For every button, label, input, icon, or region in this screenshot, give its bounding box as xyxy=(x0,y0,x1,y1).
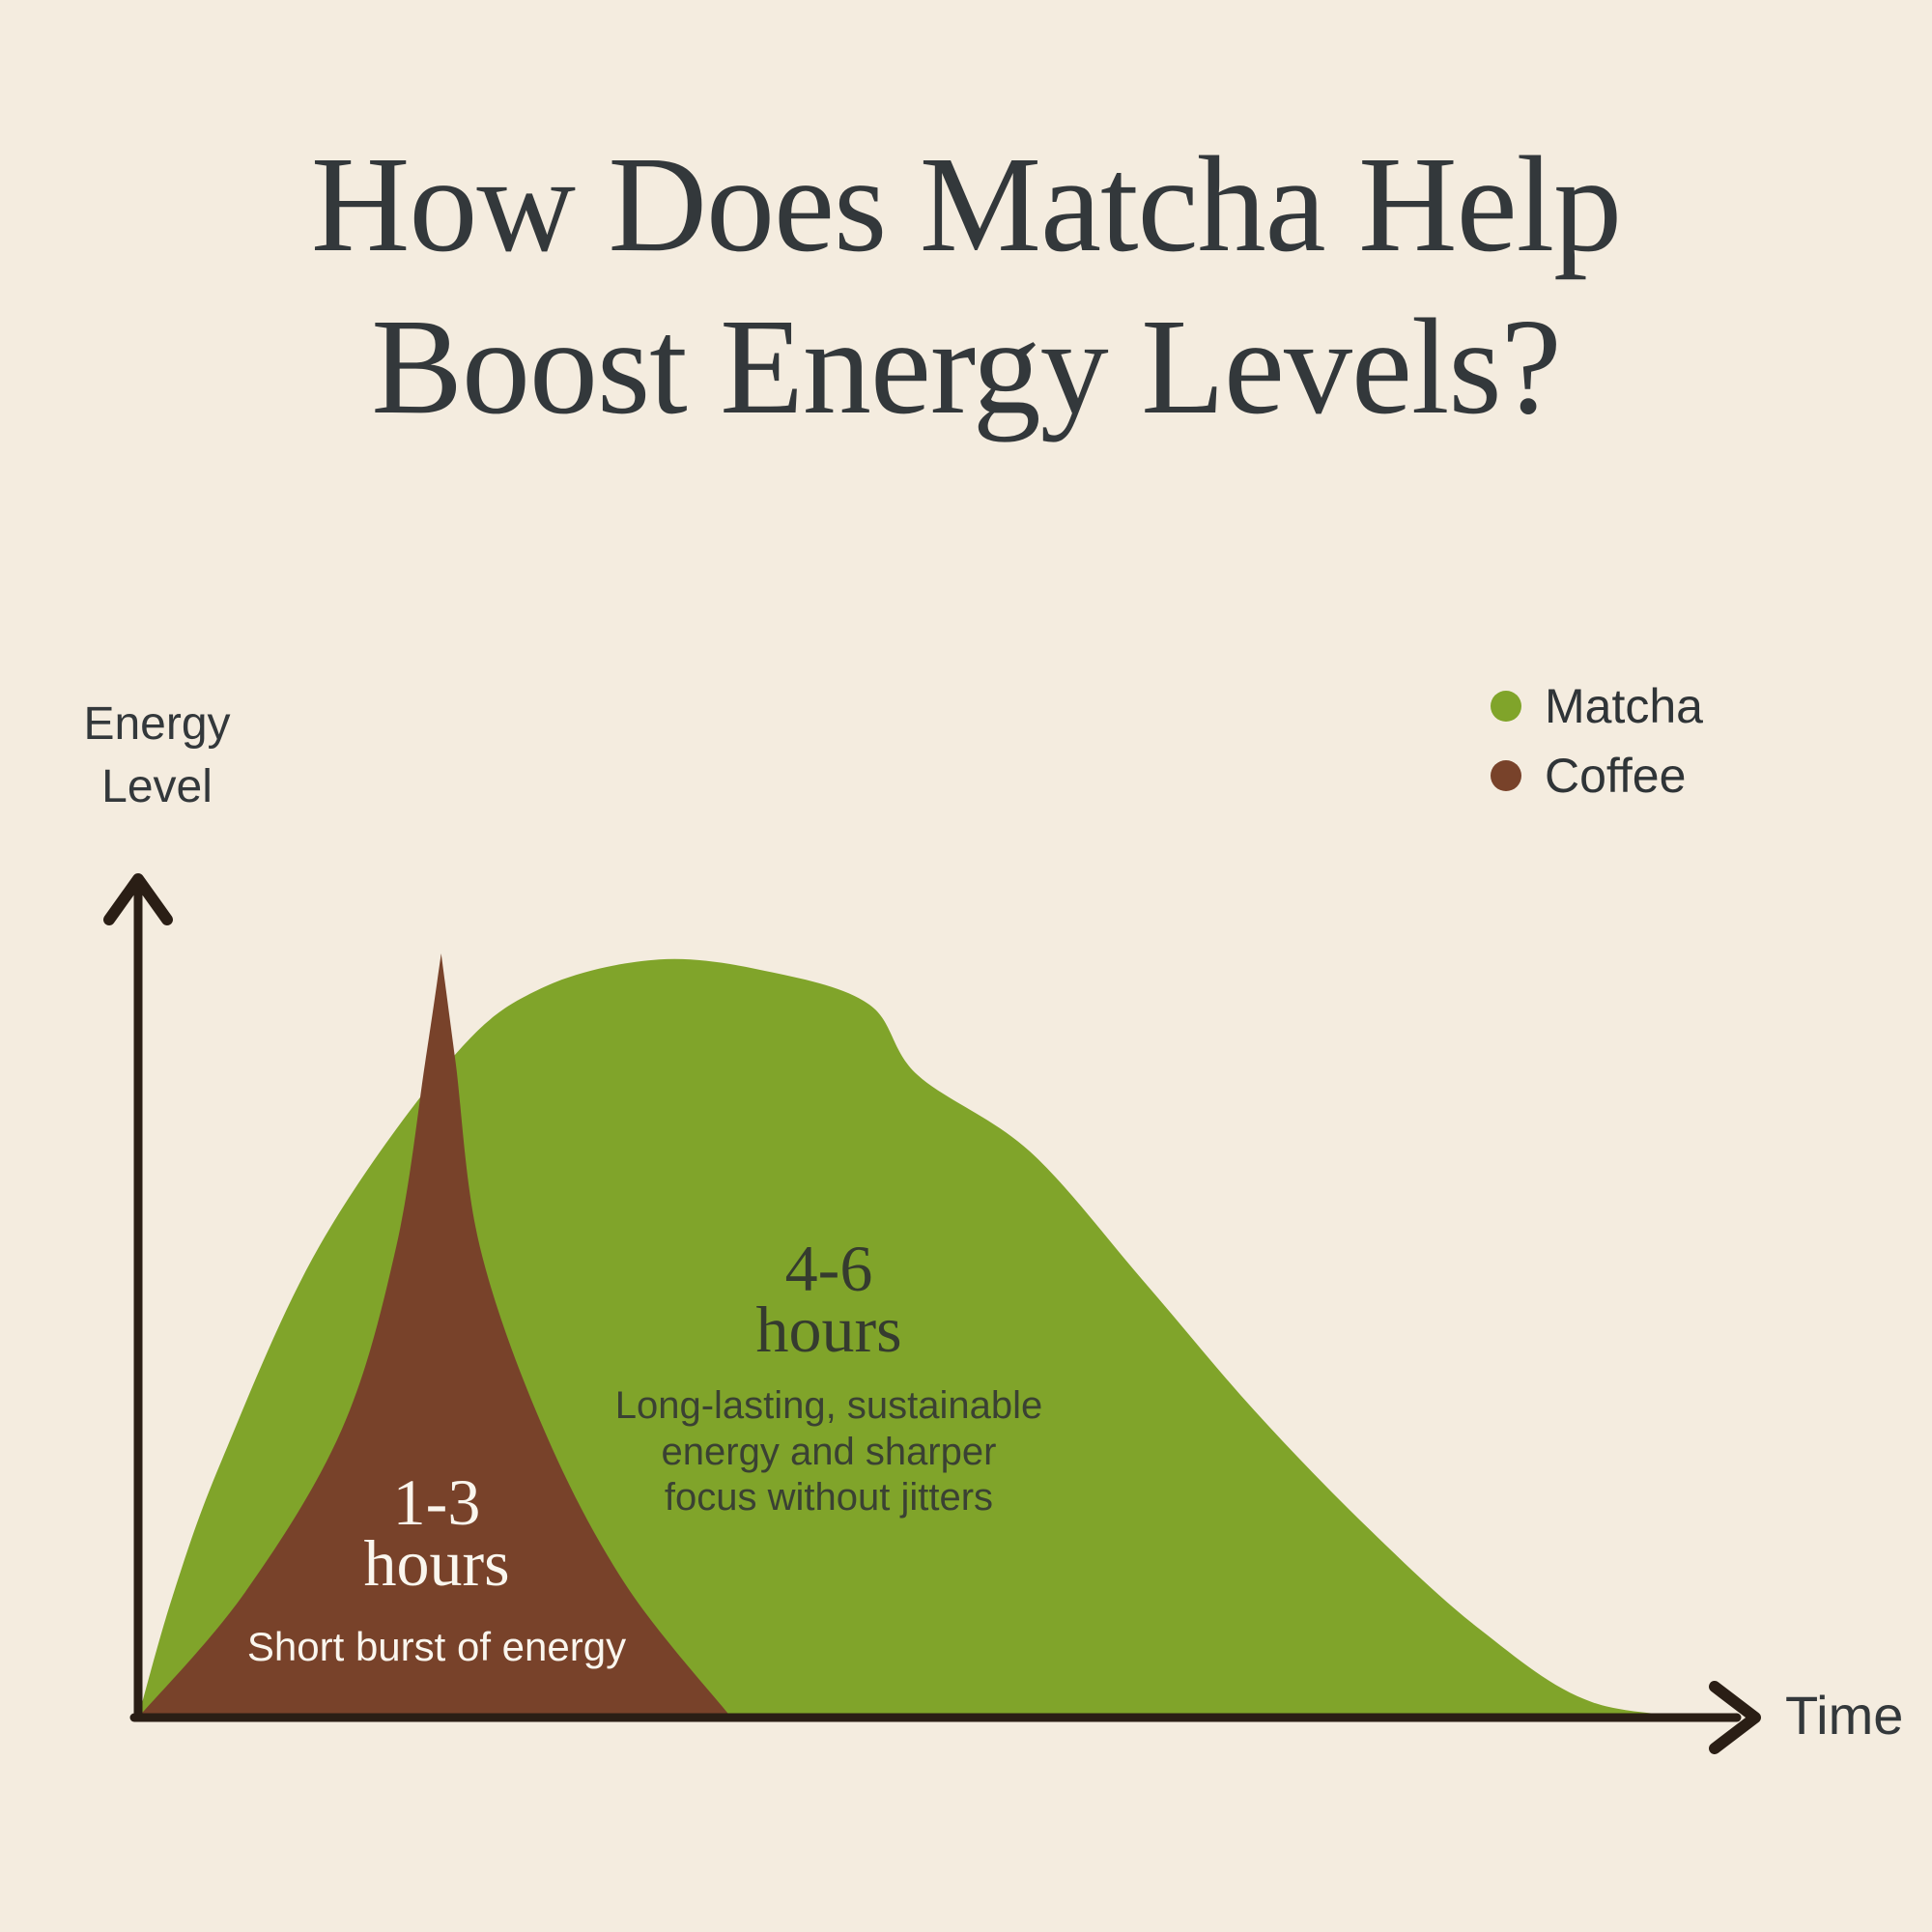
coffee-duration-unit: hours xyxy=(363,1526,510,1601)
legend-label-coffee: Coffee xyxy=(1545,749,1687,803)
y-axis-arrowhead-icon xyxy=(103,873,173,925)
legend-item-coffee: Coffee xyxy=(1491,752,1703,800)
coffee-duration: 1-3 hours xyxy=(247,1465,626,1601)
x-axis-label: Time xyxy=(1785,1684,1904,1746)
x-axis-arrowhead-icon xyxy=(1709,1681,1761,1754)
axes xyxy=(103,873,1761,1754)
matcha-description: Long-lasting, sustainable energy and sha… xyxy=(615,1383,1043,1520)
matcha-duration-unit: hours xyxy=(755,1293,902,1367)
title-line-1: How Does Matcha Help xyxy=(310,128,1622,280)
matcha-duration-range: 4-6 xyxy=(784,1232,873,1305)
coffee-description-line-1: Short burst of energy xyxy=(246,1624,627,1670)
legend: Matcha Coffee xyxy=(1491,682,1703,800)
y-axis-label-line-2: Level xyxy=(101,760,213,812)
matcha-legend-dot-icon xyxy=(1491,691,1521,722)
matcha-description-line-2: energy and sharper xyxy=(661,1430,997,1473)
coffee-annotation: 1-3 hours Short burst of energy xyxy=(247,1465,626,1671)
y-axis-label: Energy Level xyxy=(53,694,261,819)
coffee-description: Short burst of energy xyxy=(247,1623,626,1671)
matcha-description-line-3: focus without jitters xyxy=(664,1475,994,1519)
page-title: How Does Matcha Help Boost Energy Levels… xyxy=(0,124,1932,447)
coffee-area xyxy=(138,953,732,1718)
legend-item-matcha: Matcha xyxy=(1491,682,1703,730)
legend-label-matcha: Matcha xyxy=(1545,679,1703,733)
matcha-description-line-1: Long-lasting, sustainable xyxy=(614,1384,1043,1428)
coffee-duration-range: 1-3 xyxy=(392,1465,481,1539)
matcha-annotation: 4-6 hours Long-lasting, sustainable ener… xyxy=(615,1232,1043,1520)
coffee-legend-dot-icon xyxy=(1491,760,1521,791)
y-axis-label-line-1: Energy xyxy=(83,698,231,750)
title-line-2: Boost Energy Levels? xyxy=(371,289,1561,442)
matcha-duration: 4-6 hours xyxy=(615,1232,1043,1367)
